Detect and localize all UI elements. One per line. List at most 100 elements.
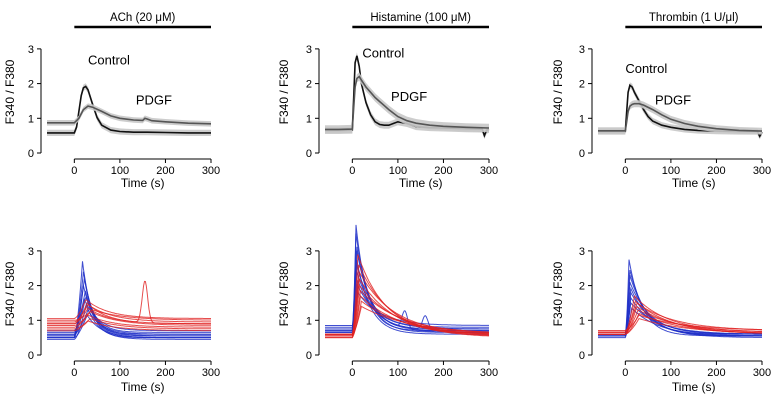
- curve-label-control: Control: [88, 53, 130, 68]
- panel-bottom-center: 0 1 2 3 0 100 200 300 F340 / F380: [277, 224, 498, 379]
- trace-red-13: [47, 311, 211, 326]
- trace-red-11: [47, 303, 211, 323]
- trace-red-15: [47, 318, 211, 330]
- y-tick-label: 1: [306, 315, 312, 327]
- y-axis-label: F340 / F380: [277, 59, 291, 124]
- trace-red-15: [598, 314, 763, 332]
- y-axis-label: F340 / F380: [277, 261, 291, 326]
- x-tick-label: 0: [71, 165, 77, 177]
- trace-blue-9: [47, 313, 211, 339]
- y-axis-label: F340 / F380: [551, 261, 565, 326]
- y-tick-label: 2: [28, 281, 34, 293]
- y-tick-label: 0: [306, 350, 312, 362]
- panel-bottom-right: 0 1 2 3 0 100 200 300 F340 / F380 Time (s): [551, 246, 771, 394]
- y-tick-label: 3: [28, 44, 34, 56]
- trace-red-16: [47, 320, 211, 332]
- panel-top-left: ACh (20 μM) 0 1 2 3 0 100 200 300 F340 / F380 Time…: [3, 12, 220, 190]
- panel-bottom-left: 0 1 2 3 0 100 200 300 F340 / F380 Time (s): [3, 246, 220, 394]
- sem-band-control: [47, 83, 211, 136]
- trace-red-18: [325, 305, 489, 335]
- x-tick-label: 200: [434, 367, 452, 379]
- x-tick-label: 0: [622, 165, 628, 177]
- y-axis-label: F340 / F380: [3, 59, 17, 124]
- x-tick-label: 200: [707, 367, 725, 379]
- x-axis-label: Time (s): [121, 380, 165, 394]
- y-tick-label: 2: [306, 79, 312, 91]
- curve-label-control: Control: [362, 46, 404, 61]
- trace-blue-2: [325, 246, 489, 333]
- x-tick-label: 100: [389, 367, 407, 379]
- y-tick-label: 3: [579, 246, 585, 258]
- x-tick-label: 300: [202, 367, 220, 379]
- y-tick-label: 2: [28, 79, 34, 91]
- y-tick-label: 3: [306, 246, 312, 258]
- curve-label-pdgf: PDGF: [391, 89, 427, 104]
- x-tick-label: 300: [480, 165, 498, 177]
- trace-red-14: [47, 314, 211, 328]
- x-tick-label: 300: [202, 165, 220, 177]
- trace-pdgf: [598, 102, 763, 132]
- trace-pdgf: [47, 105, 212, 125]
- trace-blue-6: [598, 296, 762, 339]
- trace-blue-7: [598, 301, 762, 335]
- y-tick-label: 3: [306, 44, 312, 56]
- x-tick-label: 0: [349, 367, 355, 379]
- x-tick-label: 100: [662, 165, 680, 177]
- x-axis-label: Time (s): [399, 176, 443, 190]
- y-tick-label: 1: [579, 113, 585, 125]
- x-axis-label: Time (s): [672, 176, 716, 190]
- y-tick-label: 0: [579, 148, 585, 160]
- y-tick-label: 0: [28, 148, 34, 160]
- sem-band-pdgf: [598, 100, 762, 135]
- y-axis-label: F340 / F380: [3, 261, 17, 326]
- x-tick-label: 100: [389, 165, 407, 177]
- stimulus-label: Histamine (100 μM): [370, 12, 471, 24]
- trace-red-16: [598, 318, 762, 335]
- trace-blue-8: [598, 306, 762, 337]
- y-tick-label: 2: [579, 79, 585, 91]
- y-tick-label: 1: [306, 113, 312, 125]
- trace-blue-4: [47, 290, 211, 333]
- x-tick-label: 200: [156, 165, 174, 177]
- x-tick-label: 300: [480, 367, 498, 379]
- panel-top-right: Thrombin (1 U/μl) 0 1 2 3 0 100 200 300 F340 / F3…: [551, 12, 771, 190]
- y-tick-label: 3: [579, 44, 585, 56]
- trace-blue-7: [47, 302, 211, 340]
- curve-label-pdgf: PDGF: [655, 92, 691, 107]
- y-tick-label: 1: [28, 113, 34, 125]
- y-tick-label: 0: [579, 350, 585, 362]
- x-tick-label: 100: [111, 165, 129, 177]
- y-tick-label: 0: [306, 148, 312, 160]
- x-axis-label: Time (s): [121, 176, 165, 190]
- stimulus-label: Thrombin (1 U/μl): [649, 12, 739, 24]
- y-tick-label: 1: [579, 315, 585, 327]
- y-tick-label: 2: [579, 281, 585, 293]
- x-tick-label: 100: [111, 367, 129, 379]
- y-tick-label: 0: [28, 350, 34, 362]
- trace-red-17: [47, 309, 211, 321]
- trace-control: [47, 85, 211, 134]
- trace-red-10: [47, 299, 211, 320]
- x-tick-label: 300: [753, 367, 771, 379]
- y-tick-label: 3: [28, 246, 34, 258]
- x-tick-label: 0: [622, 367, 628, 379]
- trace-red-18: [47, 280, 211, 325]
- trace-pdgf: [325, 75, 490, 131]
- y-tick-label: 1: [28, 315, 34, 327]
- curve-label-control: Control: [625, 61, 667, 76]
- x-tick-label: 200: [156, 367, 174, 379]
- panel-top-center: Histamine (100 μM) 0 1 2 3 0 100 200 300 F340 / F…: [277, 12, 498, 190]
- y-tick-label: 2: [306, 281, 312, 293]
- trace-blue-5: [598, 290, 762, 335]
- trace-blue-2: [598, 275, 762, 337]
- trace-blue-8: [325, 283, 489, 330]
- sem-band-pdgf: [47, 103, 211, 127]
- curve-label-pdgf: PDGF: [136, 92, 172, 107]
- stimulus-label: ACh (20 μM): [110, 12, 176, 24]
- x-tick-label: 100: [662, 367, 680, 379]
- y-axis-label: F340 / F380: [551, 59, 565, 124]
- x-tick-label: 0: [349, 165, 355, 177]
- x-axis-label: Time (s): [672, 380, 716, 394]
- x-tick-label: 200: [707, 165, 725, 177]
